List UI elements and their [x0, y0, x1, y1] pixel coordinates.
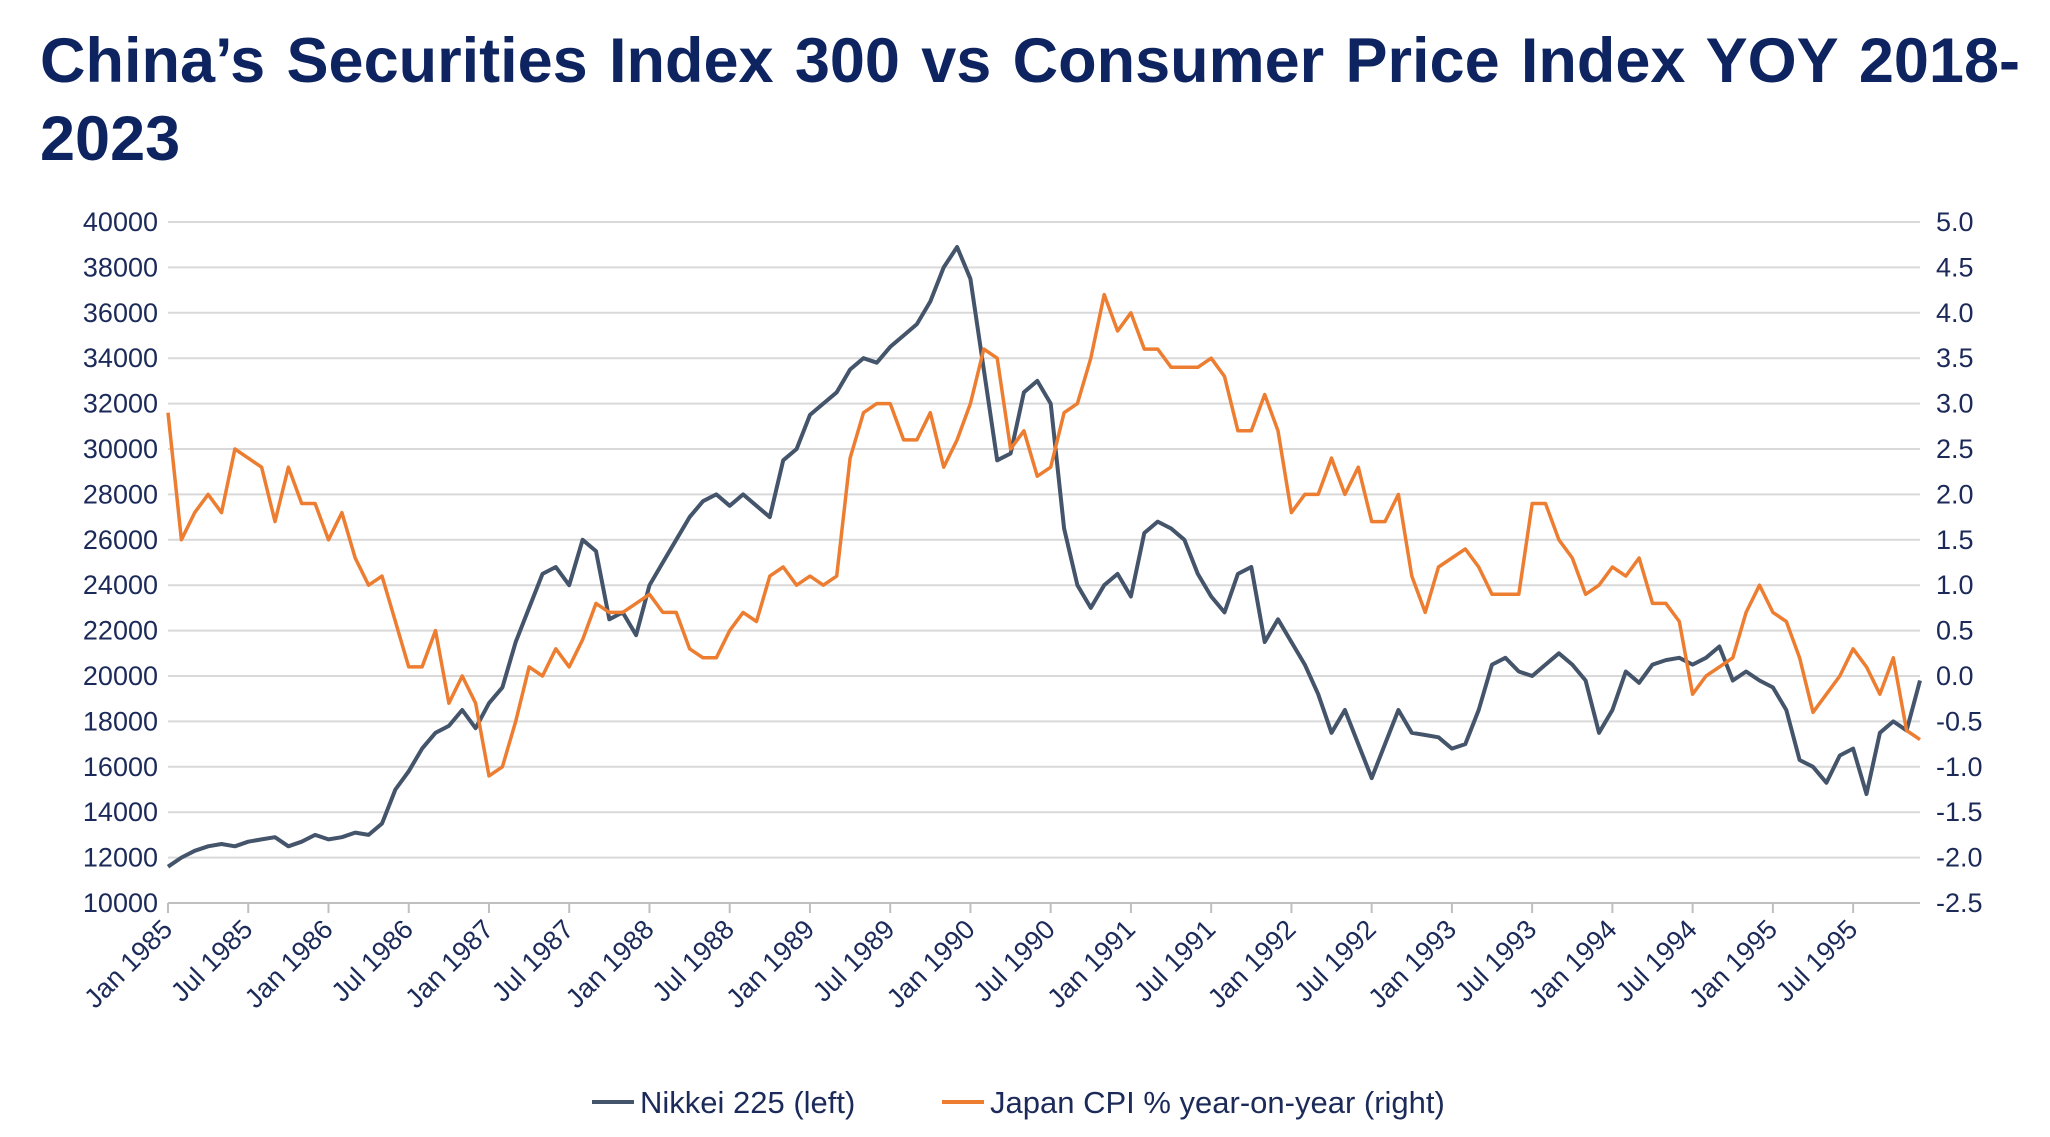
left-tick-label: 32000 — [83, 389, 158, 419]
right-tick-label: 3.5 — [1936, 343, 1974, 373]
x-tick-label: Jan 1990 — [881, 914, 981, 1014]
right-tick-label: 2.5 — [1936, 434, 1974, 464]
right-tick-label: 4.0 — [1936, 298, 1974, 328]
left-tick-label: 26000 — [83, 525, 158, 555]
right-tick-label: -2.0 — [1936, 843, 1983, 873]
left-tick-label: 28000 — [83, 479, 158, 509]
left-tick-label: 22000 — [83, 616, 158, 646]
legend: Nikkei 225 (left) Japan CPI % year-on-ye… — [592, 1085, 1445, 1120]
legend-label-cpi: Japan CPI % year-on-year (right) — [990, 1085, 1445, 1120]
right-tick-label: 4.5 — [1936, 252, 1974, 282]
series-line-nikkei — [166, 245, 1922, 869]
right-tick-label: 3.0 — [1936, 389, 1974, 419]
left-tick-label: 16000 — [83, 752, 158, 782]
gridlines — [168, 221, 1920, 859]
left-tick-label: 12000 — [83, 843, 158, 873]
left-tick-label: 18000 — [83, 706, 158, 736]
x-tick-label: Jan 1992 — [1202, 914, 1302, 1014]
left-tick-label: 20000 — [83, 661, 158, 691]
series-line-cpi — [166, 292, 1921, 778]
right-tick-label: 0.5 — [1936, 616, 1974, 646]
left-axis-ticks: 10000 12000 14000 16000 18000 20000 22000 24000… — [83, 207, 158, 918]
x-tick-label: Jul 1995 — [1770, 914, 1863, 1007]
right-tick-label: 1.0 — [1936, 570, 1974, 600]
left-tick-label: 30000 — [83, 434, 158, 464]
right-tick-label: 0.0 — [1936, 661, 1974, 691]
x-tick-label: Jan 1993 — [1362, 914, 1462, 1014]
right-tick-label: -1.0 — [1936, 752, 1983, 782]
right-tick-label: -1.5 — [1936, 797, 1983, 827]
chart-title: China’s Securities Index 300 vs Consumer… — [40, 26, 2020, 174]
left-tick-label: 40000 — [83, 207, 158, 237]
x-tick-label: Jan 1986 — [239, 914, 339, 1014]
legend-label-nikkei: Nikkei 225 (left) — [640, 1085, 855, 1120]
left-tick-label: 14000 — [83, 797, 158, 827]
x-tick-label: Jan 1994 — [1523, 914, 1623, 1014]
x-tick-label: Jan 1988 — [560, 914, 660, 1014]
left-tick-label: 38000 — [83, 252, 158, 282]
x-tick-label: Jan 1987 — [399, 914, 499, 1014]
x-tick-label: Jan 1985 — [78, 914, 178, 1014]
right-tick-label: -2.5 — [1936, 888, 1983, 918]
left-tick-label: 36000 — [83, 298, 158, 328]
right-tick-label: 5.0 — [1936, 207, 1974, 237]
left-tick-label: 34000 — [83, 343, 158, 373]
right-tick-label: 2.0 — [1936, 479, 1974, 509]
x-tick-label: Jan 1989 — [720, 914, 820, 1014]
right-axis-ticks: 5.0 4.5 4.0 3.5 3.0 2.5 2.0 1.5 1.0 0.5 0.0 -0.5 -1.… — [1936, 207, 1983, 918]
series-lines — [166, 245, 1922, 869]
left-tick-label: 24000 — [83, 570, 158, 600]
left-tick-label: 10000 — [83, 888, 158, 918]
x-tick-label: Jan 1991 — [1041, 914, 1141, 1014]
right-tick-label: 1.5 — [1936, 525, 1974, 555]
x-tick-label: Jan 1995 — [1683, 914, 1783, 1014]
right-tick-label: -0.5 — [1936, 706, 1983, 736]
